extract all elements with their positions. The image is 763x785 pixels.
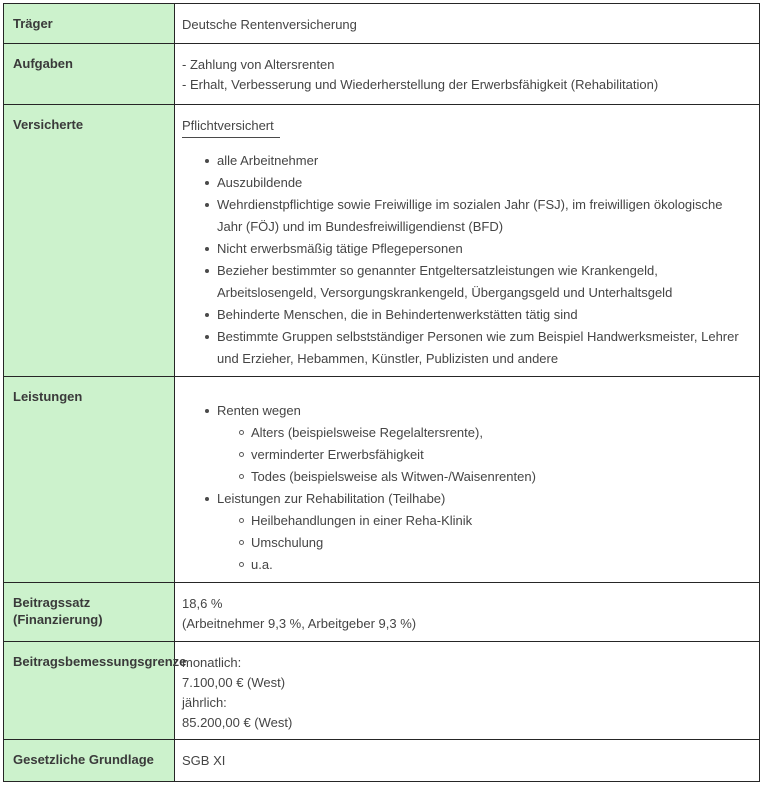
row-content: monatlich: 7.100,00 € (West) jährlich: 85.2… [174,641,760,740]
row-label: Aufgaben [3,43,175,105]
content-line: (Arbeitnehmer 9,3 %, Arbeitgeber 9,3 %) [182,616,417,631]
row-label: Beitragssatz (Finanzierung) [3,582,175,642]
row-label: Beitragsbemessungsgrenze [3,641,186,740]
row-content: Renten wegen Alters (beispielsweise Regel… [174,376,760,583]
content-line: SGB XI [182,753,226,768]
list-item: Wehrdienstpflichtige sowie Freiwillige i… [205,194,749,238]
list-item-text: Nicht erwerbsmäßig tätige Pflegepersonen [217,241,463,256]
content-line: - Erhalt, Verbesserung und Wiederherstel… [182,77,659,92]
list-item-text: alle Arbeitnehmer [217,153,319,168]
list-item: Behinderte Menschen, die in Behindertenw… [205,304,749,326]
row-label: Leistungen [3,376,175,583]
content-line: 18,6 % [182,596,223,611]
list-item: alle Arbeitnehmer [205,150,749,172]
list-item: Renten wegen Alters (beispielsweise Regel… [205,400,749,488]
content-line: monatlich: [182,655,242,670]
list-item-text: Wehrdienstpflichtige sowie Freiwillige i… [217,197,723,234]
row-content: - Zahlung von Altersrenten - Erhalt, Verb… [174,43,760,105]
bullet-list: alle Arbeitnehmer Auszubildende Wehrdienst… [182,150,749,370]
cell-heading: Pflichtversichert [182,116,749,138]
sub-list-item: verminderter Erwerbsfähigkeit [239,444,749,466]
row-content: 18,6 % (Arbeitnehmer 9,3 %, Arbeitgeber 9… [174,582,760,642]
sub-list-item: Alters (beispielsweise Regelaltersrente)… [239,422,749,444]
sub-bullet-list: Heilbehandlungen in einer Reha-Klinik Ums… [217,510,749,576]
sub-list-item: u.a. [239,554,749,576]
row-label: Versicherte [3,104,175,377]
list-item: Bestimmte Gruppen selbstständiger Person… [205,326,749,370]
table-row-traeger: Träger Deutsche Rentenversicherung [3,3,760,44]
row-content: Pflichtversichert alle Arbeitnehmer Auszub… [174,104,760,377]
table-row-aufgaben: Aufgaben - Zahlung von Altersrenten - Erha… [3,43,760,105]
content-line: 7.100,00 € (West) [182,675,286,690]
list-item: Auszubildende [205,172,749,194]
pension-insurance-info-table: Träger Deutsche Rentenversicherung Aufgabe… [3,3,760,782]
underlined-heading: Pflichtversichert [182,116,280,138]
sub-list-item: Umschulung [239,532,749,554]
list-item-text: Auszubildende [217,175,303,190]
list-item: Bezieher bestimmter so genannter Entgelt… [205,260,749,304]
sub-list-item: Heilbehandlungen in einer Reha-Klinik [239,510,749,532]
sub-bullet-list: Alters (beispielsweise Regelaltersrente)… [217,422,749,488]
content-line: 85.200,00 € (West) [182,715,293,730]
table-row-beitragssatz: Beitragssatz (Finanzierung) 18,6 % (Arbeit… [3,582,760,642]
table-row-versicherte: Versicherte Pflichtversichert alle Arbeitn… [3,104,760,377]
list-item-text: Bezieher bestimmter so genannter Entgelt… [217,263,673,300]
sub-list-item: Todes (beispielsweise als Witwen-/Waisen… [239,466,749,488]
table-row-beitragsbemessungsgrenze: Beitragsbemessungsgrenze monatlich: 7.100,… [3,641,760,740]
list-item: Nicht erwerbsmäßig tätige Pflegepersonen [205,238,749,260]
content-line: Deutsche Rentenversicherung [182,17,357,32]
content-line: - Zahlung von Altersrenten [182,57,335,72]
list-item-text: Leistungen zur Rehabilitation (Teilhabe) [217,491,446,506]
table-body: Träger Deutsche Rentenversicherung Aufgabe… [3,3,760,782]
table-row-gesetzliche-grundlage: Gesetzliche Grundlage SGB XI [3,739,760,782]
list-item-text: Behinderte Menschen, die in Behindertenw… [217,307,578,322]
row-content: Deutsche Rentenversicherung [174,3,760,44]
row-label: Träger [3,3,175,44]
list-item-text: Bestimmte Gruppen selbstständiger Person… [217,329,739,366]
content-line: jährlich: [182,695,227,710]
row-label: Gesetzliche Grundlage [3,739,175,782]
list-item-text: Renten wegen [217,403,301,418]
row-content: SGB XI [174,739,760,782]
table-row-leistungen: Leistungen Renten wegen Alters (beispielsw… [3,376,760,583]
bullet-list: Renten wegen Alters (beispielsweise Regel… [182,400,749,576]
list-item: Leistungen zur Rehabilitation (Teilhabe)… [205,488,749,576]
